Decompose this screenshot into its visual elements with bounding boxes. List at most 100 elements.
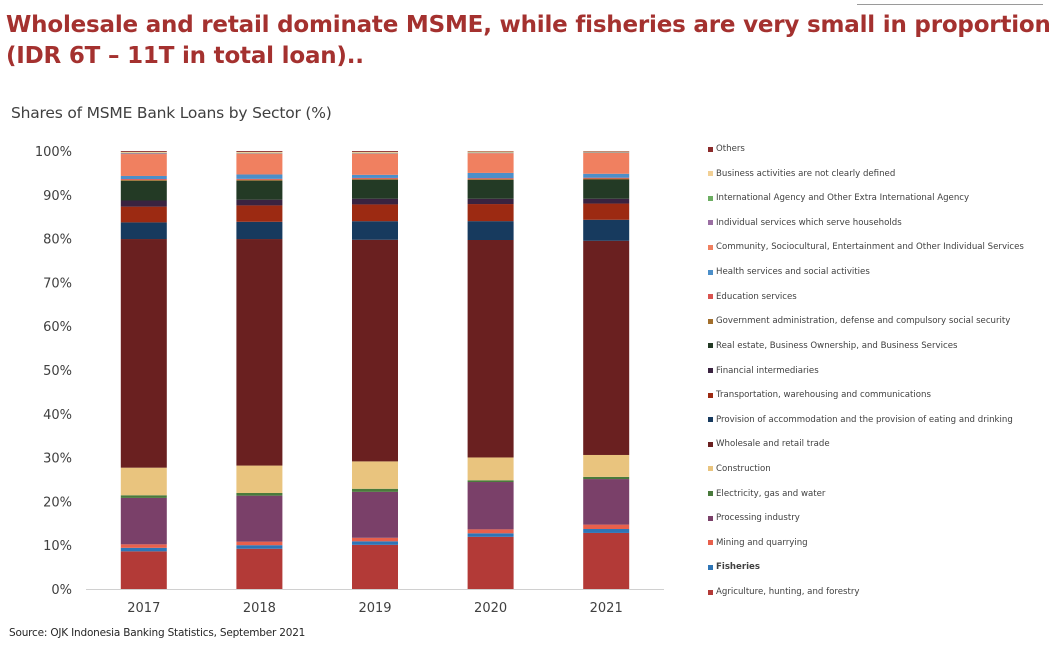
bar-segment — [236, 178, 283, 180]
bar-segment — [467, 536, 514, 589]
y-tick-label: 100% — [35, 145, 72, 160]
legend-item: International Agency and Other Extra Int… — [708, 191, 969, 205]
bar-segment — [583, 524, 630, 529]
bar-segment — [236, 174, 283, 179]
legend-label: Electricity, gas and water — [716, 488, 826, 499]
bar-segment — [352, 491, 398, 538]
bar-segment — [352, 537, 398, 542]
legend-label: Agriculture, hunting, and forestry — [716, 587, 860, 597]
legend-swatch — [708, 244, 713, 250]
bar-segment — [120, 175, 167, 180]
bar-segment — [236, 179, 283, 181]
legend-label: Government administration, defense and c… — [716, 316, 1011, 327]
legend-label: Education services — [716, 291, 797, 302]
bar-segment — [236, 495, 283, 542]
bar-segment — [236, 199, 283, 206]
legend-swatch — [708, 441, 713, 447]
legend-swatch — [708, 392, 713, 398]
y-tick-label: 20% — [43, 495, 72, 510]
bar-segment — [583, 203, 630, 220]
bar-segment — [352, 544, 398, 589]
bar-segment — [236, 239, 283, 466]
top-rule — [857, 4, 1043, 5]
legend-label: Business activities are not clearly defi… — [716, 168, 896, 179]
bar-segment — [120, 206, 167, 223]
bar-segment — [236, 221, 283, 240]
bar-segment — [352, 151, 398, 153]
bar-segment — [583, 454, 630, 477]
bar-segment — [120, 179, 167, 181]
bar-segment — [352, 174, 398, 178]
bar-segment — [120, 180, 167, 201]
legend-swatch — [708, 540, 713, 546]
bar-segment — [120, 467, 167, 496]
legend-swatch — [708, 318, 713, 324]
bar-segment — [583, 219, 630, 241]
bar-segment — [583, 198, 630, 204]
legend-label: Mining and quarrying — [716, 537, 808, 548]
bar-segment — [120, 495, 167, 498]
x-axis-labels: 2017 2018 2019 2020 2021 — [127, 601, 622, 616]
legend-item: Mining and quarrying — [708, 536, 808, 550]
legend-item: Fisheries — [708, 560, 760, 574]
bar-segment — [467, 178, 514, 180]
bar-segment — [236, 492, 283, 496]
legend-swatch — [708, 343, 713, 349]
legend-swatch — [708, 589, 713, 595]
legend-label: Construction — [716, 463, 771, 474]
bar-segment — [467, 151, 514, 153]
legend-label: Real estate, Business Ownership, and Bus… — [716, 340, 958, 351]
bar-segment — [120, 153, 167, 155]
legend-item: Wholesale and retail trade — [708, 437, 830, 451]
legend-item: Business activities are not clearly defi… — [708, 167, 895, 181]
bar-segment — [120, 151, 167, 153]
legend-label: Health services and social activities — [716, 267, 870, 278]
legend-item: Provision of accommodation and the provi… — [708, 413, 1013, 427]
bar-segment — [352, 179, 398, 199]
bar-segment — [352, 221, 398, 240]
headline: Wholesale and retail dominate MSME, whil… — [6, 10, 1049, 72]
legend-label: International Agency and Other Extra Int… — [716, 193, 970, 204]
x-tick-label: 2021 — [590, 601, 623, 616]
bar-segment — [120, 551, 167, 589]
y-tick-label: 60% — [43, 320, 72, 335]
bar-segment — [467, 179, 514, 180]
bar-segment — [120, 154, 167, 176]
bar-segment — [583, 179, 630, 199]
bar-segment — [467, 457, 514, 481]
bar-stack-2021 — [583, 151, 630, 589]
x-tick-label: 2019 — [358, 601, 391, 616]
legend-label: Processing industry — [716, 513, 800, 524]
bar-segment — [236, 465, 283, 493]
headline-line-1: Wholesale and retail dominate MSME, whil… — [6, 12, 1049, 38]
bars — [120, 151, 630, 589]
bar-segment — [467, 172, 514, 179]
bar-segment — [467, 529, 514, 534]
legend-item: Electricity, gas and water — [708, 487, 825, 501]
legend-label: Transportation, warehousing and communic… — [716, 390, 931, 401]
legend-label: Community, Sociocultural, Entertainment … — [716, 242, 1024, 253]
x-tick-label: 2017 — [127, 601, 160, 616]
bar-stack-2017 — [120, 151, 167, 589]
y-tick-label: 30% — [43, 452, 72, 467]
bar-segment — [120, 179, 167, 180]
bar-segment — [467, 240, 514, 458]
bar-segment — [120, 544, 167, 548]
bar-segment — [467, 221, 514, 241]
bar-segment — [236, 541, 283, 546]
bar-segment — [236, 151, 283, 152]
bar-segment — [583, 178, 630, 180]
bar-segment — [236, 205, 283, 222]
chart-title: Shares of MSME Bank Loans by Sector (%) — [11, 104, 332, 122]
bar-segment — [352, 198, 398, 205]
legend-swatch — [708, 515, 713, 521]
bar-segment — [467, 482, 514, 530]
bar-segment — [352, 153, 398, 175]
legend-swatch — [708, 171, 713, 177]
bar-segment — [120, 222, 167, 240]
bar-stack-2018 — [236, 151, 283, 589]
legend-label: Wholesale and retail trade — [716, 439, 830, 450]
legend-label: Financial intermediaries — [716, 365, 819, 376]
bar-segment — [467, 198, 514, 205]
legend-label: Fisheries — [716, 562, 761, 573]
